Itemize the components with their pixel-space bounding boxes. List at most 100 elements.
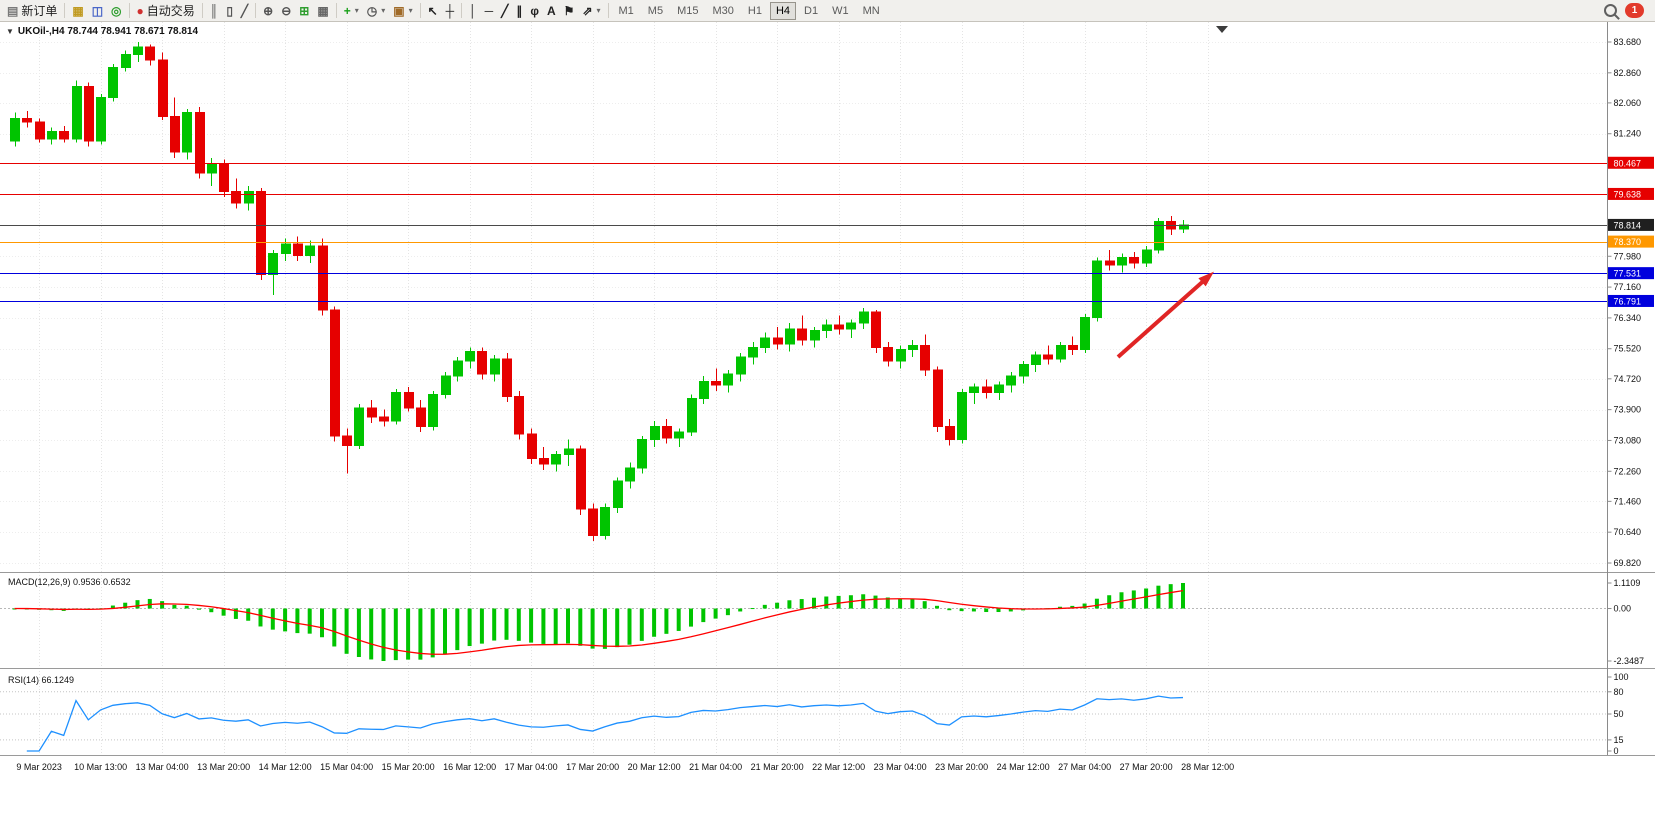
svg-text:14 Mar 12:00: 14 Mar 12:00 <box>259 762 312 772</box>
candlestick-chart-button[interactable]: ▯ <box>222 1 237 21</box>
timeframe-w1-button[interactable]: W1 <box>832 4 849 17</box>
notification-badge[interactable]: 1 <box>1625 3 1644 18</box>
candles <box>10 42 1189 542</box>
cursor-button[interactable]: ↖ <box>424 1 442 21</box>
svg-text:21 Mar 20:00: 21 Mar 20:00 <box>751 762 804 772</box>
line-chart-icon: ╱ <box>240 3 249 18</box>
chart-header: ▼ UKOil-,H4 78.744 78.941 78.671 78.814 <box>6 26 198 37</box>
profile-icon: ▦ <box>72 3 84 18</box>
svg-text:10 Mar 13:00: 10 Mar 13:00 <box>74 762 127 772</box>
zoom-out-button[interactable]: ⊖ <box>277 1 295 21</box>
timeframe-mn-button[interactable]: MN <box>862 4 880 17</box>
bars-chart-button[interactable]: ║ <box>206 1 223 21</box>
svg-text:21 Mar 04:00: 21 Mar 04:00 <box>689 762 742 772</box>
svg-text:77.160: 77.160 <box>1614 282 1642 292</box>
svg-text:78.814: 78.814 <box>1614 220 1642 230</box>
zoom-in-button[interactable]: ⊕ <box>259 1 277 21</box>
timeframe-h1-button[interactable]: H1 <box>747 4 762 17</box>
timeframe-m5-button[interactable]: M5 <box>647 4 664 17</box>
svg-text:27 Mar 04:00: 27 Mar 04:00 <box>1058 762 1111 772</box>
navigator-button[interactable]: ◎ <box>107 1 125 21</box>
new-order-button[interactable]: ▤ 新订单 <box>3 1 61 21</box>
chart-canvas[interactable]: 83.680 82.860 82.060 81.240 77.980 77.160 76.3… <box>0 22 1655 827</box>
svg-text:73.080: 73.080 <box>1614 435 1642 445</box>
svg-text:17 Mar 04:00: 17 Mar 04:00 <box>505 762 558 772</box>
timeframe-m1-button[interactable]: M1 <box>618 4 634 17</box>
grid-icon: ⊞ <box>299 3 310 18</box>
svg-text:15 Mar 04:00: 15 Mar 04:00 <box>320 762 373 772</box>
cursor-icon: ↖ <box>427 3 438 18</box>
channel-button[interactable]: ∥ <box>512 1 526 21</box>
grid-button[interactable]: ⊞ <box>295 1 313 21</box>
clock-icon: ◷ <box>366 3 378 18</box>
zoom-in-icon: ⊕ <box>263 3 274 18</box>
price-lines <box>0 163 1608 302</box>
fibonacci-button[interactable]: φ <box>526 1 543 21</box>
svg-text:28 Mar 12:00: 28 Mar 12:00 <box>1181 762 1234 772</box>
arrows-button[interactable]: ⇗ ▾ <box>578 1 604 21</box>
timeframe-m15-button[interactable]: M15 <box>677 4 699 17</box>
svg-text:80: 80 <box>1614 687 1624 697</box>
svg-text:81.240: 81.240 <box>1614 129 1642 139</box>
chart-area[interactable]: 83.680 82.860 82.060 81.240 77.980 77.160 76.3… <box>0 22 1655 827</box>
navigator-icon: ◎ <box>111 3 122 18</box>
toolbar-separator <box>128 3 130 18</box>
indicators-plus-icon: + <box>343 3 351 18</box>
indicators-button[interactable]: + ▾ <box>340 1 363 21</box>
svg-text:20 Mar 12:00: 20 Mar 12:00 <box>628 762 681 772</box>
label-button[interactable]: ⚑ <box>560 1 579 21</box>
crosshair-button[interactable]: ┼ <box>442 1 459 21</box>
svg-text:73.900: 73.900 <box>1614 405 1642 415</box>
timeframe-m30-button[interactable]: M30 <box>712 4 734 17</box>
horizontal-line-button[interactable]: ─ <box>481 1 498 21</box>
rsi-panel <box>0 691 1608 752</box>
svg-text:76.791: 76.791 <box>1614 296 1642 306</box>
toolbar-buttons: ▤ 新订单 ▦ ◫ ◎ ● 自动交易 ║ ▯ ╱ ⊕ ⊖ ⊞ ▦ + ▾ ◷ ▾ ▣ ▾ ↖ ┼ │ ─ ╱ ∥ φ A ⚑ ⇗ ▾ M1 M5… <box>3 0 887 21</box>
line-chart-button[interactable]: ╱ <box>237 1 252 21</box>
svg-text:0: 0 <box>1614 746 1619 756</box>
dropdown-caret-icon: ▾ <box>354 6 359 15</box>
svg-text:76.340: 76.340 <box>1614 313 1642 323</box>
svg-text:22 Mar 12:00: 22 Mar 12:00 <box>812 762 865 772</box>
vertical-line-icon: │ <box>469 3 477 18</box>
svg-text:13 Mar 20:00: 13 Mar 20:00 <box>197 762 250 772</box>
vertical-line-button[interactable]: │ <box>465 1 481 21</box>
toolbar-separator <box>335 3 337 18</box>
toolbar-separator <box>607 3 609 18</box>
svg-text:27 Mar 20:00: 27 Mar 20:00 <box>1120 762 1173 772</box>
periods-button[interactable]: ◷ ▾ <box>363 1 390 21</box>
chart-title: UKOil-,H4 78.744 78.941 78.671 78.814 <box>17 26 199 37</box>
templates-button[interactable]: ▣ ▾ <box>389 1 416 21</box>
svg-text:50: 50 <box>1614 709 1624 719</box>
price-shift-marker[interactable] <box>1216 26 1228 33</box>
time-axis: 9 Mar 2023 10 Mar 13:00 13 Mar 04:00 13 Mar… <box>16 762 1234 772</box>
svg-text:78.370: 78.370 <box>1614 237 1642 247</box>
toolbar-right: 1 <box>1604 3 1652 18</box>
order-form-icon: ▤ <box>7 3 19 18</box>
svg-text:1.1109: 1.1109 <box>1614 578 1641 588</box>
toolbar-separator <box>201 3 203 18</box>
svg-text:70.640: 70.640 <box>1614 527 1642 537</box>
svg-text:71.460: 71.460 <box>1614 496 1642 506</box>
tile-windows-button[interactable]: ▦ <box>313 1 332 21</box>
dropdown-caret-icon: ▾ <box>381 6 386 15</box>
text-button[interactable]: A <box>543 1 560 21</box>
market-watch-button[interactable]: ◫ <box>88 1 107 21</box>
zoom-out-icon: ⊖ <box>281 3 292 18</box>
symbol-dropdown-icon[interactable]: ▼ <box>6 27 14 36</box>
timeframe-d1-button[interactable]: D1 <box>804 4 819 17</box>
search-icon[interactable] <box>1604 4 1617 17</box>
trendline-icon: ╱ <box>501 3 509 18</box>
charts-profile-button[interactable]: ▦ <box>68 1 87 21</box>
autotrading-button[interactable]: ● 自动交易 <box>133 1 199 21</box>
trendline-button[interactable]: ╱ <box>497 1 512 21</box>
timeframe-h4-button[interactable]: H4 <box>769 1 797 20</box>
svg-text:80.467: 80.467 <box>1614 158 1642 168</box>
svg-text:16 Mar 12:00: 16 Mar 12:00 <box>443 762 496 772</box>
text-icon: A <box>547 3 556 18</box>
tile-windows-icon: ▦ <box>317 3 329 18</box>
svg-text:-2.3487: -2.3487 <box>1614 656 1645 666</box>
dropdown-caret-icon: ▾ <box>596 6 601 15</box>
channel-icon: ∥ <box>516 3 523 18</box>
svg-text:23 Mar 04:00: 23 Mar 04:00 <box>874 762 927 772</box>
